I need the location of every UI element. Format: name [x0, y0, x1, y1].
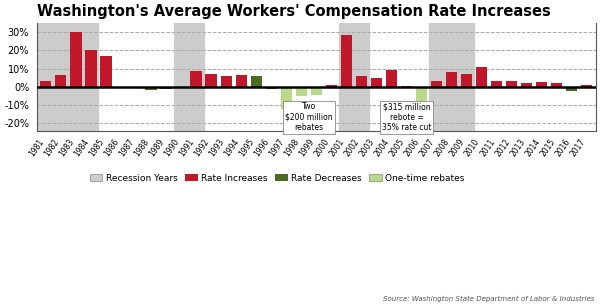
Bar [551, 83, 562, 87]
Text: Source: Washington State Department of Labor & Industries: Source: Washington State Department of L… [383, 296, 594, 302]
Bar [371, 78, 382, 87]
Bar [221, 76, 232, 87]
Bar [296, 87, 307, 96]
Text: Two
$200 million
rebates: Two $200 million rebates [285, 102, 332, 132]
Bar [251, 76, 262, 87]
Bar [341, 35, 352, 87]
Bar [339, 23, 369, 131]
Bar [429, 23, 474, 131]
Bar [416, 87, 427, 133]
Bar [266, 87, 277, 89]
Bar [356, 76, 367, 87]
Bar [100, 56, 112, 87]
Bar [566, 87, 577, 91]
Bar [38, 23, 98, 131]
Bar [446, 72, 457, 87]
Bar [160, 87, 172, 89]
Bar [461, 74, 472, 87]
Bar [236, 75, 247, 87]
Bar [386, 70, 397, 87]
Bar [40, 81, 52, 87]
Bar [491, 81, 502, 87]
Bar [401, 86, 412, 87]
Bar [311, 87, 322, 95]
Bar [55, 75, 67, 87]
Bar [476, 67, 487, 87]
Bar [281, 87, 292, 109]
Bar [506, 81, 517, 87]
Bar [326, 85, 337, 87]
Bar [85, 50, 97, 87]
Legend: Recession Years, Rate Increases, Rate Decreases, One-time rebates: Recession Years, Rate Increases, Rate De… [86, 170, 468, 186]
Bar [145, 87, 157, 90]
Bar [190, 71, 202, 87]
Bar [536, 82, 547, 87]
Bar [70, 32, 82, 87]
Bar [205, 74, 217, 87]
Bar [173, 23, 203, 131]
Text: Washington's Average Workers' Compensation Rate Increases: Washington's Average Workers' Compensati… [37, 4, 551, 19]
Bar [581, 85, 592, 87]
Bar [521, 83, 532, 87]
Bar [431, 81, 442, 87]
Text: $315 million
rebote =
35% rate cut: $315 million rebote = 35% rate cut [382, 102, 431, 132]
